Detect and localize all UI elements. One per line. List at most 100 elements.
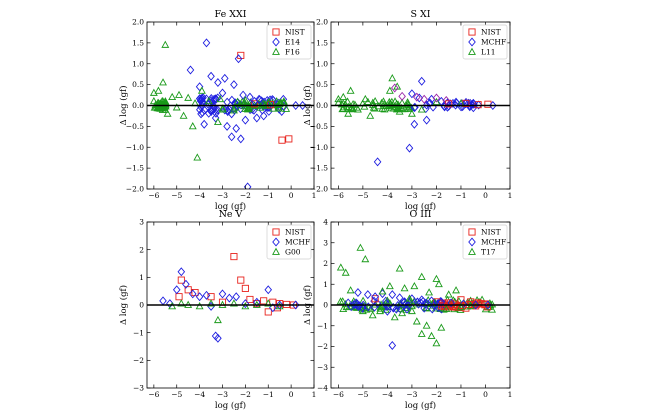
y-tick-label: 0.5 (132, 80, 144, 89)
point-f16 (204, 96, 213, 105)
band-point (274, 100, 283, 108)
point-mchf (469, 98, 478, 108)
legend-entry: MCHF (285, 238, 310, 247)
point-mchf (408, 89, 416, 99)
legend-marker (272, 247, 280, 255)
point-t17 (417, 272, 426, 280)
y-tick-label: 0.0 (316, 101, 328, 110)
band-point (343, 97, 352, 105)
point-t17 (376, 306, 385, 315)
band-point (218, 104, 227, 112)
x-axis-label: log (gf) (405, 201, 436, 212)
band-point (377, 300, 386, 308)
point-t17 (407, 306, 416, 315)
point-mchf (388, 340, 397, 350)
y-tick-label: −1.5 (310, 164, 328, 173)
point-g00 (195, 302, 204, 310)
band-point (240, 99, 249, 107)
point-t17 (395, 264, 404, 272)
y-tick-label: −3 (317, 363, 328, 372)
legend-marker (468, 228, 476, 236)
y-axis-label: Δ log (gf) (302, 285, 313, 325)
point-e14 (237, 134, 245, 144)
panel-title: O III (409, 209, 431, 220)
point-t17 (412, 317, 421, 325)
point-mchf (405, 143, 414, 153)
point-f16 (229, 106, 238, 114)
legend-entry: NIST (481, 228, 501, 237)
point-nist (445, 299, 453, 307)
legend-marker (468, 28, 476, 36)
point-mchf (388, 290, 397, 300)
point-mchf (471, 300, 480, 310)
band-point (274, 104, 283, 112)
band-point (158, 103, 167, 111)
y-tick-label: −1.0 (126, 143, 144, 152)
point-nist (285, 135, 293, 143)
point-mchf (383, 306, 392, 316)
point-f16 (193, 153, 202, 161)
point-mchf (172, 285, 181, 295)
band-point (200, 105, 209, 115)
point-mchf (344, 298, 352, 308)
y-axis-label: Δ log (gf) (302, 85, 313, 125)
point-t17 (358, 306, 367, 315)
point-e14 (232, 123, 241, 133)
point-l11 (361, 94, 370, 103)
point-t17 (425, 288, 434, 296)
x-tick-label: −4 (194, 390, 205, 399)
point-mchf (241, 299, 250, 309)
point-t17 (432, 274, 441, 282)
point-g00 (264, 299, 273, 307)
band-point (469, 103, 478, 113)
panel-s11: S XI−6 −5 −4 −3 −2 −1 0 1−2.0−1.5−1.0−0.50.00.5… (302, 9, 512, 212)
point-l11 (334, 94, 343, 103)
point-mixed (398, 91, 406, 101)
point-t17 (390, 313, 399, 321)
point-e14 (259, 111, 268, 121)
x-tick-label: −6 (148, 390, 159, 399)
panel-title: Ne V (219, 209, 243, 220)
point-t17 (434, 279, 443, 288)
point-l11 (346, 86, 355, 94)
point-nist (184, 286, 192, 294)
point-mchf (188, 289, 197, 299)
band-point (347, 104, 356, 112)
band-point (402, 299, 411, 309)
point-t17 (427, 331, 436, 339)
band-point (398, 104, 407, 113)
band-point (407, 103, 416, 111)
legend-entry: L11 (481, 48, 496, 57)
band-point (358, 303, 367, 313)
y-tick-label: 2.0 (316, 18, 328, 27)
point-t17 (432, 339, 441, 347)
band-point (204, 108, 213, 118)
x-tick-label: 1 (508, 191, 513, 200)
y-tick-label: 1.0 (316, 59, 328, 68)
point-e14 (218, 88, 227, 98)
legend-marker (272, 47, 280, 55)
data-points (149, 38, 307, 189)
band-point (154, 100, 163, 109)
point-mchf (232, 292, 241, 302)
point-nist (371, 295, 379, 303)
point-nist (241, 284, 249, 292)
point-nist (246, 295, 254, 304)
point-t17 (437, 323, 446, 331)
legend-box (462, 24, 508, 60)
band-point (282, 104, 291, 112)
point-e14 (207, 95, 215, 105)
point-t17 (405, 294, 414, 302)
legend-marker (468, 247, 476, 255)
point-t17 (336, 263, 345, 271)
point-mchf (373, 157, 382, 167)
band-point (437, 304, 446, 314)
point-e14 (200, 119, 208, 129)
x-tick-label: 1 (508, 390, 513, 399)
x-tick-label: −1 (455, 191, 466, 200)
band-point (211, 94, 220, 104)
point-nist (250, 100, 259, 108)
